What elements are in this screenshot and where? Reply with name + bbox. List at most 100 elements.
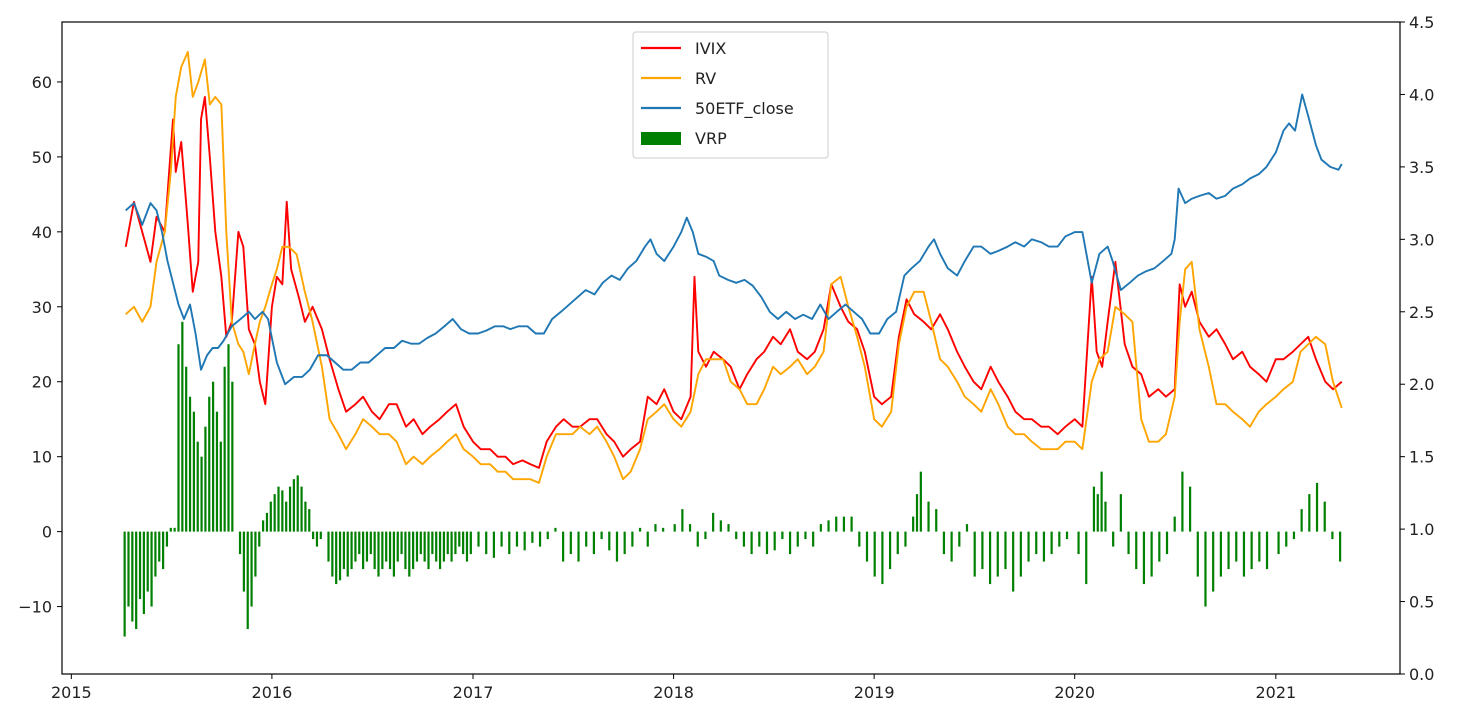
vrp-bar bbox=[615, 531, 619, 562]
vrp-bar bbox=[269, 501, 272, 532]
y-right-tick-label: 4.0 bbox=[1409, 85, 1434, 104]
vrp-bar bbox=[392, 531, 395, 577]
vrp-bar bbox=[1196, 531, 1199, 577]
vrp-bar bbox=[819, 524, 822, 532]
vrp-bar bbox=[965, 524, 969, 532]
vrp-bar bbox=[369, 531, 372, 555]
vrp-bar bbox=[1085, 531, 1088, 585]
vrp-bar bbox=[696, 531, 699, 547]
y-left-tick-label: 10 bbox=[32, 448, 52, 467]
vrp-bar bbox=[915, 494, 919, 532]
vrp-bar bbox=[623, 531, 626, 555]
vrp-bar bbox=[804, 531, 807, 540]
vrp-bar bbox=[1119, 494, 1122, 532]
vrp-bar bbox=[127, 531, 130, 607]
vrp-bar bbox=[1035, 531, 1038, 555]
y-right-tick-label: 4.5 bbox=[1409, 13, 1434, 32]
vrp-bar bbox=[1227, 531, 1230, 570]
vrp-bar bbox=[419, 531, 422, 555]
vrp-bar bbox=[1331, 531, 1334, 540]
y-right-tick-label: 2.5 bbox=[1409, 303, 1434, 322]
vrp-bar bbox=[662, 527, 665, 532]
vrp-bar bbox=[788, 531, 792, 555]
vrp-bar bbox=[227, 344, 230, 532]
vrp-bar bbox=[654, 524, 657, 532]
vrp-bar bbox=[388, 531, 392, 570]
vrp-bar bbox=[1258, 531, 1261, 562]
vrp-bar bbox=[1292, 531, 1296, 540]
y-right-tick-label: 2.0 bbox=[1409, 375, 1434, 394]
vrp-bar bbox=[273, 494, 276, 532]
vrp-bar bbox=[988, 531, 992, 585]
vrp-bar bbox=[1150, 531, 1153, 577]
vrp-bar bbox=[292, 479, 295, 532]
vrp-bar bbox=[1277, 531, 1280, 555]
vrp-bar bbox=[338, 531, 342, 581]
vrp-bar bbox=[531, 531, 534, 543]
vrp-bar bbox=[1323, 501, 1326, 532]
vrp-bar bbox=[562, 531, 565, 562]
vrp-bar bbox=[300, 486, 303, 532]
vrp-bar bbox=[1065, 531, 1069, 540]
vrp-bar bbox=[450, 531, 453, 562]
vrp-bar bbox=[238, 531, 242, 555]
vrp-bar bbox=[1058, 531, 1061, 547]
x-tick-label: 2020 bbox=[1054, 683, 1095, 702]
vrp-bar bbox=[465, 531, 469, 562]
vrp-bar bbox=[1004, 531, 1007, 570]
vrp-bar bbox=[1100, 471, 1103, 532]
vrp-bar bbox=[485, 531, 488, 555]
vrp-bar bbox=[335, 531, 338, 585]
vrp-bar bbox=[188, 396, 192, 532]
vrp-bar bbox=[750, 531, 753, 555]
vrp-bar bbox=[919, 471, 922, 532]
vrp-bar bbox=[538, 531, 542, 547]
vrp-bar bbox=[592, 531, 595, 555]
vrp-bar bbox=[342, 531, 345, 570]
vrp-bar bbox=[231, 381, 234, 532]
vrp-bar bbox=[608, 531, 611, 551]
vrp-bar bbox=[688, 524, 692, 532]
vrp-bar bbox=[262, 520, 265, 532]
vrp-bar bbox=[981, 531, 984, 570]
vrp-bar bbox=[1189, 486, 1192, 532]
y-left-tick-label: 50 bbox=[32, 148, 52, 167]
x-tick-label: 2019 bbox=[854, 683, 895, 702]
legend-swatch-vrp bbox=[641, 132, 681, 145]
vrp-bar bbox=[1158, 531, 1161, 562]
vrp-bar bbox=[377, 531, 380, 577]
vrp-bar bbox=[1019, 531, 1022, 577]
legend-box bbox=[632, 31, 829, 159]
vrp-bar bbox=[296, 475, 299, 532]
vrp-bar bbox=[208, 396, 211, 532]
vrp-bar bbox=[192, 411, 195, 532]
vrp-bar bbox=[842, 516, 846, 532]
vrp-bar bbox=[396, 531, 399, 562]
y-right-tick-label: 0.5 bbox=[1409, 593, 1434, 612]
vrp-bar bbox=[412, 531, 415, 570]
vrp-bar bbox=[142, 531, 145, 615]
vrp-bar bbox=[912, 516, 915, 532]
vrp-bar bbox=[835, 516, 838, 532]
y-right-tick-label: 3.5 bbox=[1409, 158, 1434, 177]
vrp-bar bbox=[1096, 494, 1099, 532]
x-tick-label: 2021 bbox=[1255, 683, 1296, 702]
vrp-bar bbox=[781, 531, 784, 540]
vrp-bar bbox=[150, 531, 153, 607]
vrp-bar bbox=[935, 509, 938, 532]
vrp-bar bbox=[827, 520, 830, 532]
vrp-bar bbox=[350, 531, 353, 570]
vrp-bar bbox=[600, 531, 603, 540]
vrp-bar bbox=[200, 456, 203, 532]
vrp-bar bbox=[385, 531, 388, 562]
vrp-bar bbox=[462, 531, 465, 555]
vrp-bar bbox=[1127, 531, 1130, 555]
vrp-bar bbox=[554, 527, 557, 532]
vrp-bar bbox=[315, 531, 319, 547]
x-tick-label: 2016 bbox=[252, 683, 293, 702]
vrp-bar bbox=[358, 531, 361, 555]
vrp-bar bbox=[1042, 531, 1046, 562]
vrp-bar bbox=[196, 441, 199, 532]
vrp-bar bbox=[223, 366, 226, 532]
vrp-bar bbox=[288, 486, 292, 532]
